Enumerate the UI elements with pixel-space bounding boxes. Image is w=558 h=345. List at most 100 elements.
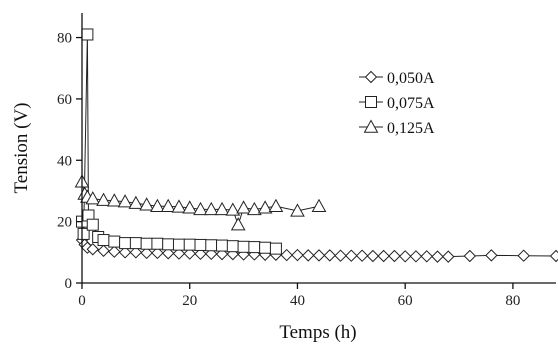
series-2-point-19 bbox=[247, 201, 262, 216]
series-0-point-35 bbox=[431, 250, 444, 263]
series-2-point-3 bbox=[85, 191, 101, 205]
series-1-point-12 bbox=[162, 238, 175, 251]
series-0-point-33 bbox=[409, 250, 423, 263]
legend-marker-2 bbox=[363, 119, 379, 133]
legend-entry-1: 0,075A bbox=[359, 95, 435, 112]
x-tick-label-4: 80 bbox=[505, 293, 520, 309]
series-2-point-14 bbox=[203, 201, 219, 216]
series-2-point-20 bbox=[257, 200, 273, 214]
series-0-point-25 bbox=[323, 249, 336, 262]
series-1-point-14 bbox=[183, 238, 196, 251]
series-1-point-13 bbox=[172, 238, 185, 251]
series-0-point-34 bbox=[420, 250, 433, 263]
x-tick-label-2: 40 bbox=[290, 293, 305, 309]
series-0-point-10 bbox=[161, 247, 175, 260]
series-2-point-16 bbox=[225, 202, 241, 216]
series-1-point-7 bbox=[108, 235, 121, 248]
legend-entry-0: 0,050A bbox=[359, 70, 435, 87]
axes: 0 20 40 60 80 0 20 40 60 80 bbox=[57, 13, 556, 309]
series-2-point-17 bbox=[230, 217, 246, 231]
series-0-point-29 bbox=[366, 249, 380, 263]
series-2-point-10 bbox=[160, 198, 176, 212]
series-1-point-9 bbox=[129, 237, 142, 250]
legend-label-0: 0,050A bbox=[387, 70, 435, 87]
series-1-point-2 bbox=[81, 28, 94, 41]
y-axis-label: Tension (V) bbox=[11, 102, 32, 193]
series-0-point-37 bbox=[463, 249, 477, 263]
series-2-point-13 bbox=[193, 201, 208, 216]
series-0-point-40 bbox=[549, 249, 558, 263]
legend-label-1: 0,075A bbox=[387, 95, 435, 112]
legend-marker-1 bbox=[365, 96, 377, 108]
series-1-point-4 bbox=[86, 218, 99, 231]
series-0-point-22 bbox=[291, 248, 304, 262]
series-0-point-26 bbox=[334, 249, 347, 262]
series-1-point-17 bbox=[216, 239, 229, 252]
series-0-point-4 bbox=[97, 244, 110, 257]
series-0-point-3 bbox=[86, 243, 99, 256]
series-2-point-7 bbox=[128, 195, 144, 209]
series-1-point-1 bbox=[77, 227, 90, 240]
x-tick-label-3: 60 bbox=[398, 293, 413, 309]
series-2-point-23 bbox=[311, 198, 327, 212]
series-0-point-38 bbox=[485, 249, 498, 262]
series-0-point-31 bbox=[388, 249, 401, 263]
y-tick-label-2: 40 bbox=[57, 153, 72, 169]
series-0-point-28 bbox=[355, 249, 369, 262]
series-2 bbox=[74, 174, 327, 231]
series-0-point-9 bbox=[151, 246, 164, 260]
series-1-point-21 bbox=[259, 241, 272, 254]
series-1-point-22 bbox=[269, 242, 282, 255]
series-2-point-12 bbox=[182, 200, 198, 214]
series-1-point-15 bbox=[194, 238, 207, 251]
y-tick-label-1: 20 bbox=[57, 215, 72, 231]
legend: 0,050A 0,075A 0,125A bbox=[359, 70, 435, 137]
x-tick-label-0: 0 bbox=[78, 293, 86, 309]
series-2-point-8 bbox=[139, 197, 154, 211]
y-tick-label-0: 0 bbox=[65, 276, 73, 292]
series-2-point-5 bbox=[106, 193, 122, 207]
series-0-point-13 bbox=[194, 247, 207, 261]
series-2-point-9 bbox=[150, 198, 165, 212]
series-0-point-23 bbox=[302, 249, 315, 262]
series-2-point-6 bbox=[117, 194, 133, 208]
series-1 bbox=[76, 28, 282, 255]
series-0-point-6 bbox=[118, 246, 132, 259]
series-0-point-8 bbox=[140, 246, 153, 260]
series-2-point-18 bbox=[236, 200, 251, 214]
series-1-point-6 bbox=[97, 234, 110, 247]
plot-area bbox=[74, 28, 558, 263]
series-2-point-4 bbox=[96, 192, 111, 206]
series-2-point-15 bbox=[214, 201, 230, 216]
series-1-point-18 bbox=[226, 240, 239, 253]
series-0-point-36 bbox=[442, 250, 455, 263]
series-1-point-10 bbox=[140, 237, 153, 250]
series-1-point-20 bbox=[248, 241, 261, 254]
legend-marker-0 bbox=[364, 70, 378, 84]
series-1-point-8 bbox=[119, 237, 132, 250]
x-axis-label: Temps (h) bbox=[279, 322, 356, 343]
series-0-point-7 bbox=[129, 246, 143, 259]
series-0-point-27 bbox=[345, 249, 358, 262]
series-0-point-11 bbox=[172, 247, 186, 260]
series-0-point-39 bbox=[517, 249, 530, 262]
series-1-point-19 bbox=[237, 240, 250, 253]
series-0-point-12 bbox=[183, 247, 196, 260]
series-0-point-24 bbox=[312, 249, 326, 262]
y-tick-label-3: 60 bbox=[57, 92, 72, 108]
series-2-point-22 bbox=[290, 203, 305, 217]
y-tick-label-4: 80 bbox=[57, 31, 72, 47]
series-0-point-21 bbox=[280, 248, 293, 262]
series-0-point-5 bbox=[108, 245, 121, 258]
series-0-point-32 bbox=[398, 250, 412, 263]
series-line-1 bbox=[81, 34, 276, 250]
series-1-point-16 bbox=[205, 239, 218, 252]
legend-entry-2: 0,125A bbox=[359, 119, 435, 137]
series-1-point-11 bbox=[151, 237, 164, 250]
x-tick-label-1: 20 bbox=[182, 293, 197, 309]
legend-label-2: 0,125A bbox=[387, 120, 435, 137]
series-2-point-21 bbox=[268, 198, 284, 212]
series-2-point-11 bbox=[171, 199, 187, 213]
series-0-point-30 bbox=[377, 249, 390, 263]
